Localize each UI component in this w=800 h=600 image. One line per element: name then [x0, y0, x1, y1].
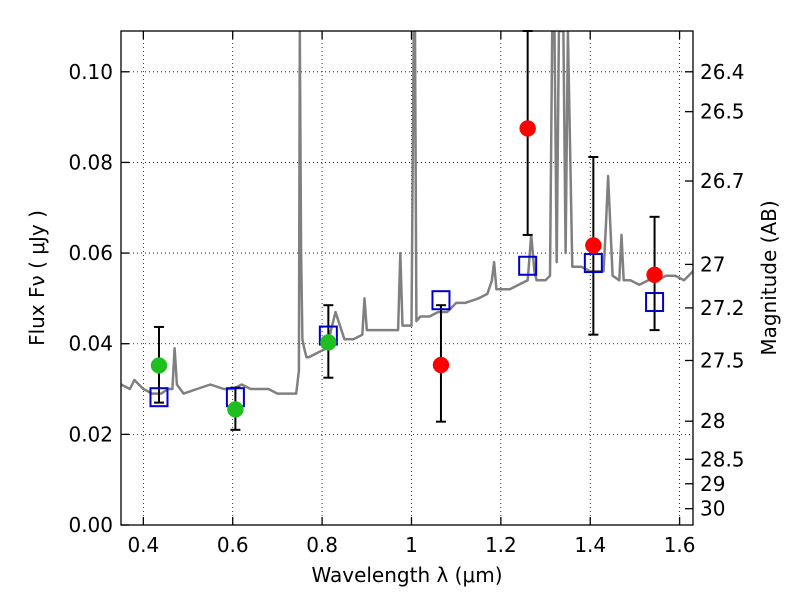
- y2-tick-label: 28: [700, 409, 725, 433]
- x-tick-label: 1: [405, 533, 418, 557]
- y-tick-label: 0.04: [68, 332, 113, 356]
- data-markers: [149, 30, 665, 431]
- green-data-point: [150, 357, 168, 374]
- red-data-point: [432, 356, 450, 374]
- y2-tick-label: 29: [700, 472, 725, 496]
- model-square-marker: [431, 290, 451, 311]
- model-square-marker: [518, 255, 538, 276]
- model-square-marker: [583, 253, 603, 274]
- plot-frame: [120, 30, 694, 526]
- y2-tick-label: 30: [700, 497, 725, 521]
- red-data-point: [519, 120, 536, 137]
- x-tick-label: 0.4: [127, 533, 159, 557]
- green-data-point: [320, 334, 337, 351]
- model-spectrum: [121, 31, 693, 395]
- x-tick-label: 1.2: [485, 533, 517, 557]
- y-tick-label: 0.02: [68, 422, 113, 446]
- x-tick-label: 0.8: [306, 533, 338, 557]
- y2-tick-label: 27: [700, 252, 725, 276]
- y-tick-label: 0.06: [68, 241, 113, 265]
- grid-lines: [121, 31, 693, 526]
- model-square-marker: [645, 292, 665, 313]
- y2-tick-label: 28.5: [700, 447, 745, 471]
- red-data-point: [646, 266, 663, 284]
- x-tick-label: 1.4: [574, 533, 606, 557]
- model-square-marker: [149, 387, 169, 408]
- y-tick-label: 0.08: [68, 150, 113, 174]
- y2-tick-label: 26.4: [700, 60, 745, 84]
- y-axis-ticks: 0.00 0.02 0.04 0.06 0.08 0.10: [68, 60, 129, 537]
- x-tick-label: 0.6: [217, 533, 249, 557]
- y-axis-label: Flux Fν ( μJy ): [25, 210, 49, 346]
- y2-tick-label: 27.5: [700, 348, 745, 372]
- y2-axis-label: Magnitude (AB): [757, 200, 781, 355]
- spectrum-line: [121, 31, 693, 395]
- y2-tick-label: 27.2: [700, 296, 745, 320]
- y-tick-label: 0.10: [68, 60, 113, 84]
- x-axis-ticks: 0.4 0.6 0.8 1 1.2 1.4 1.6: [127, 31, 696, 557]
- green-data-point: [227, 401, 244, 418]
- x-axis-label: Wavelength λ (μm): [311, 563, 502, 587]
- y2-tick-label: 26.5: [700, 100, 745, 124]
- red-data-point: [585, 237, 602, 254]
- y-tick-label: 0.00: [68, 513, 113, 537]
- y2-tick-label: 26.7: [700, 169, 745, 193]
- x-tick-label: 1.6: [664, 533, 696, 557]
